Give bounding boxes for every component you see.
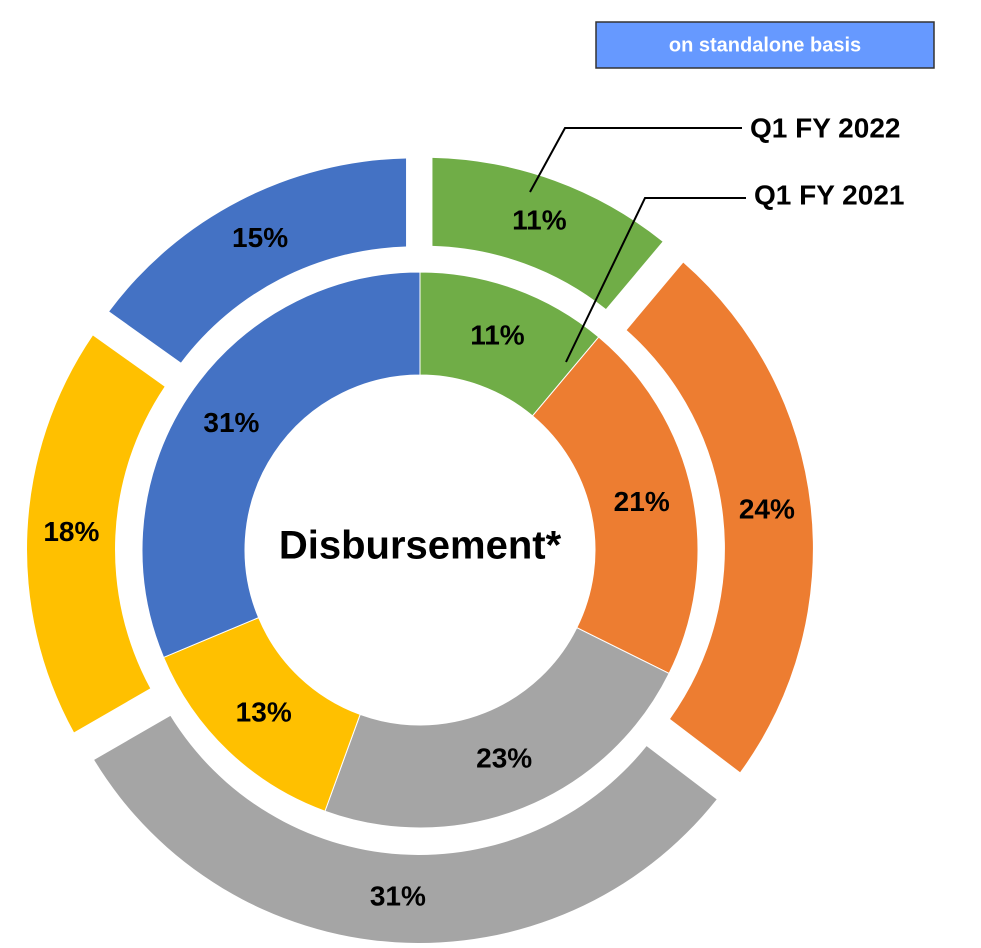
slice [141,271,421,659]
data-label: 18% [43,516,99,547]
annotation-box [595,21,935,69]
slice [27,335,165,733]
series-label: Q1 FY 2021 [754,179,904,210]
slice [626,262,813,773]
data-label: 31% [370,881,426,912]
rings [27,157,813,943]
leader-line [565,197,746,363]
data-label: 11% [512,204,567,235]
data-label: 23% [476,743,532,774]
data-label: 11% [470,320,525,351]
data-label: 21% [614,486,670,517]
center-text: Disbursement* [279,524,562,568]
data-label: 31% [203,407,259,438]
series-label: Q1 FY 2022 [750,112,900,143]
slice [324,627,670,829]
annotation: on standalone basis [669,34,861,56]
slice [531,336,699,675]
leader-line [529,127,742,193]
slice [109,158,407,363]
data-label: 13% [236,696,292,727]
slice [94,715,717,943]
data-label: 15% [232,222,288,253]
data-label: 24% [739,494,795,525]
slice [432,157,663,310]
